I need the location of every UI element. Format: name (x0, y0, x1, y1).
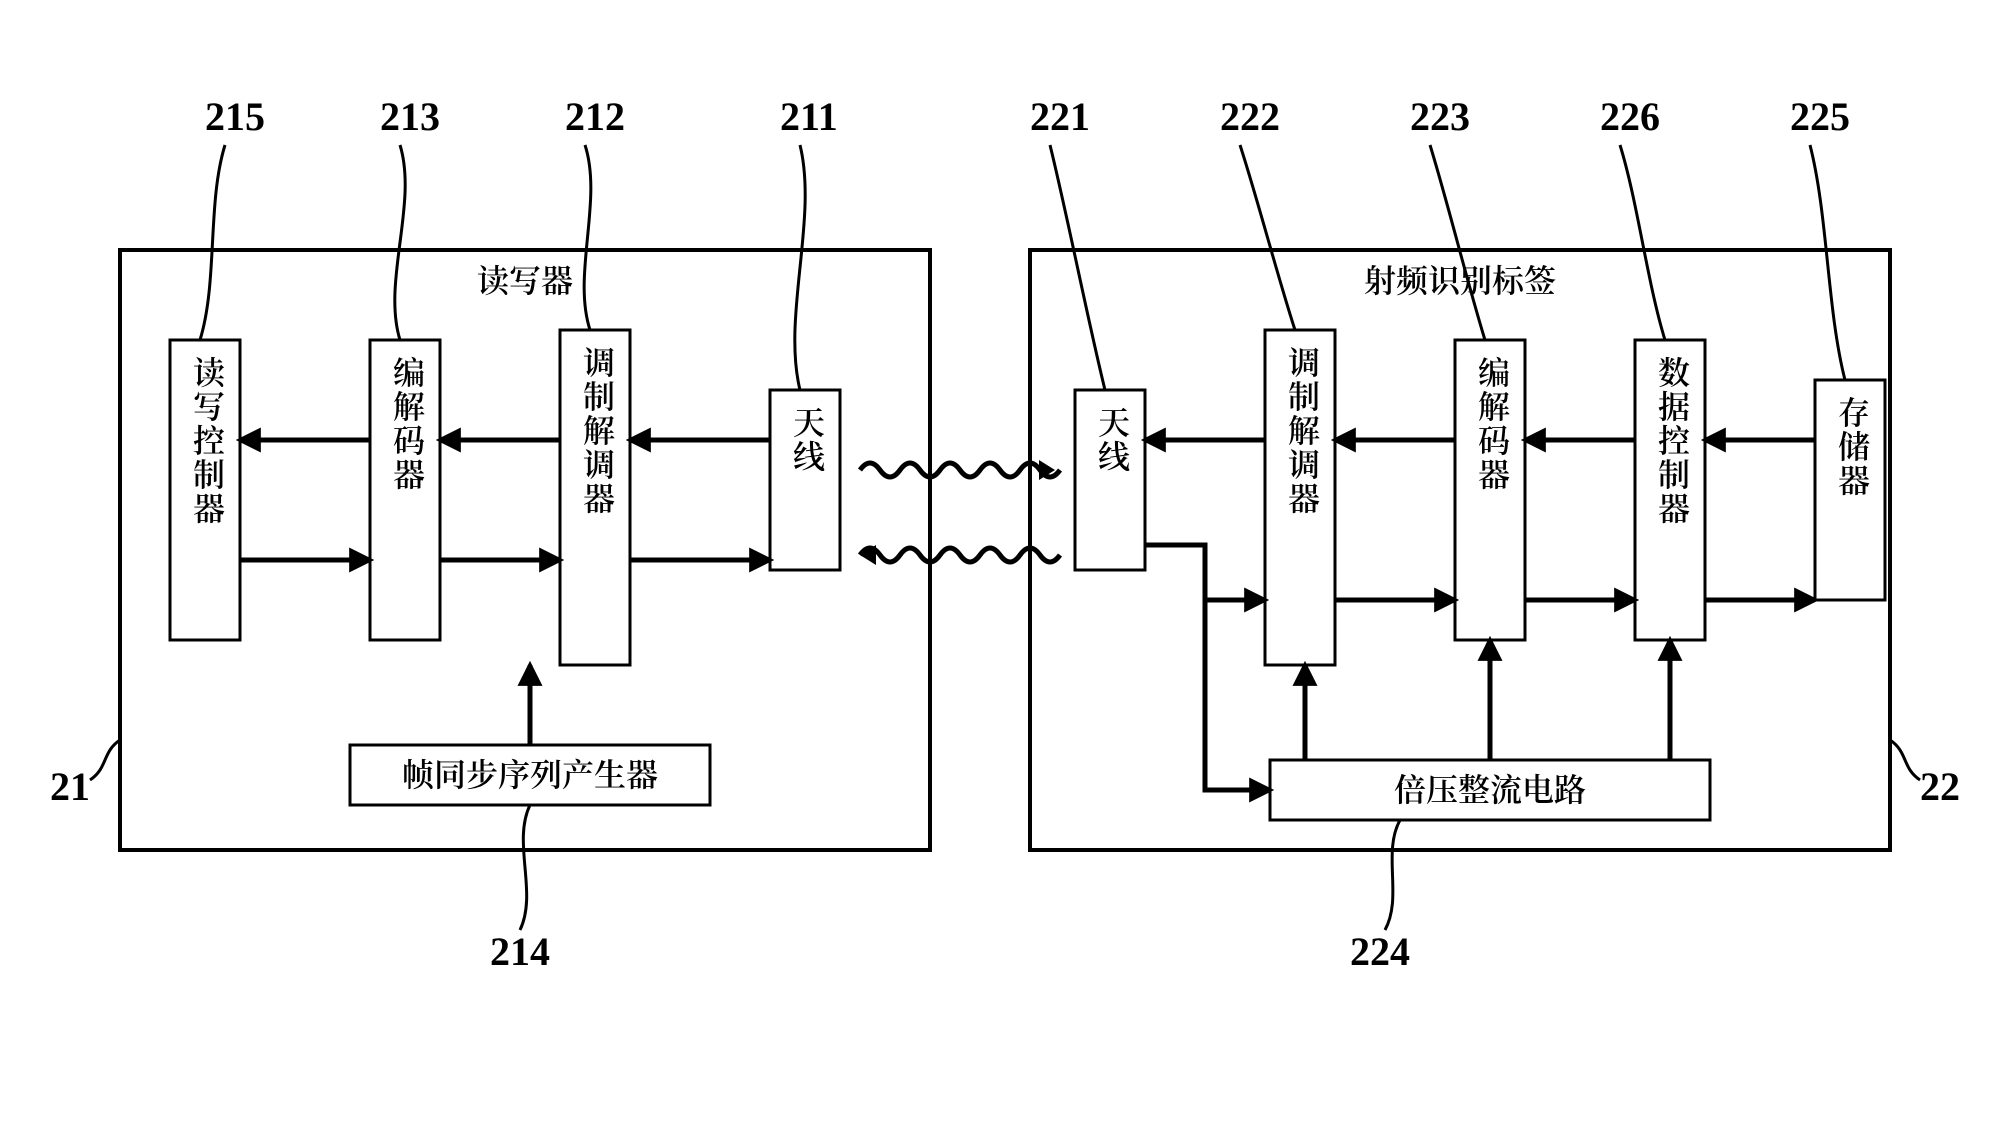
ref-224: 224 (1350, 929, 1410, 974)
ref-215: 215 (205, 94, 265, 139)
node-label-n224: 倍压整流电路 (1394, 765, 1586, 811)
container-title-tag: 射频识别标签 (1364, 256, 1556, 302)
ref-221: 221 (1030, 94, 1090, 139)
ref-22: 22 (1920, 764, 1960, 809)
ref-226: 226 (1600, 94, 1660, 139)
ref-211: 211 (780, 94, 838, 139)
node-label-n215: 读写控制器 (186, 356, 232, 526)
node-label-n223: 编解码器 (1471, 356, 1517, 492)
node-label-n213: 编解码器 (386, 356, 432, 492)
ref-225: 225 (1790, 94, 1850, 139)
node-label-n226: 数据控制器 (1651, 356, 1697, 526)
ref-223: 223 (1410, 94, 1470, 139)
node-label-n214: 帧同步序列产生器 (402, 750, 658, 796)
ref-212: 212 (565, 94, 625, 139)
node-label-n221: 天线 (1091, 406, 1137, 474)
container-title-reader: 读写器 (477, 256, 573, 302)
leader-22 (1890, 740, 1920, 780)
block-diagram: 读写器 射频识别标签读写控制器 编解码器 调制解调器 天线帧同步序列产生器 天线 调制解调器… (0, 0, 1992, 1136)
ref-21: 21 (50, 764, 90, 809)
ref-213: 213 (380, 94, 440, 139)
node-label-n225: 存储器 (1831, 396, 1877, 498)
node-label-n211: 天线 (786, 406, 832, 474)
node-label-n222: 调制解调器 (1281, 346, 1327, 516)
leader-21 (90, 740, 120, 780)
node-label-n212: 调制解调器 (576, 346, 622, 516)
ref-222: 222 (1220, 94, 1280, 139)
ref-214: 214 (490, 929, 550, 974)
